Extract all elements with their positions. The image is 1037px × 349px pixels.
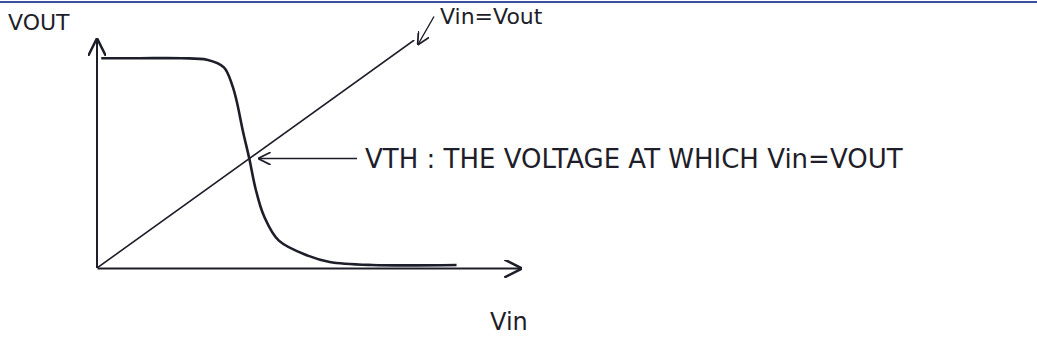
annotation-arrow <box>418 17 434 45</box>
page-edge <box>0 1 1037 3</box>
y-axis-line <box>96 40 98 268</box>
chart: VOUT Vin Vin=Vout VTH : THE VOLTAGE AT WHIC… <box>0 0 1037 349</box>
y-axis <box>97 40 98 268</box>
annotation: Vin=Vout <box>440 4 543 29</box>
x-axis-title: Vin <box>490 308 528 336</box>
x-axis-line <box>98 268 521 270</box>
x-axis <box>98 268 521 269</box>
y-axis-title: VOUT <box>8 10 70 35</box>
annotation-arrow <box>259 158 357 159</box>
annotation: VTH : THE VOLTAGE AT WHICH Vin=VOUT <box>365 144 903 174</box>
